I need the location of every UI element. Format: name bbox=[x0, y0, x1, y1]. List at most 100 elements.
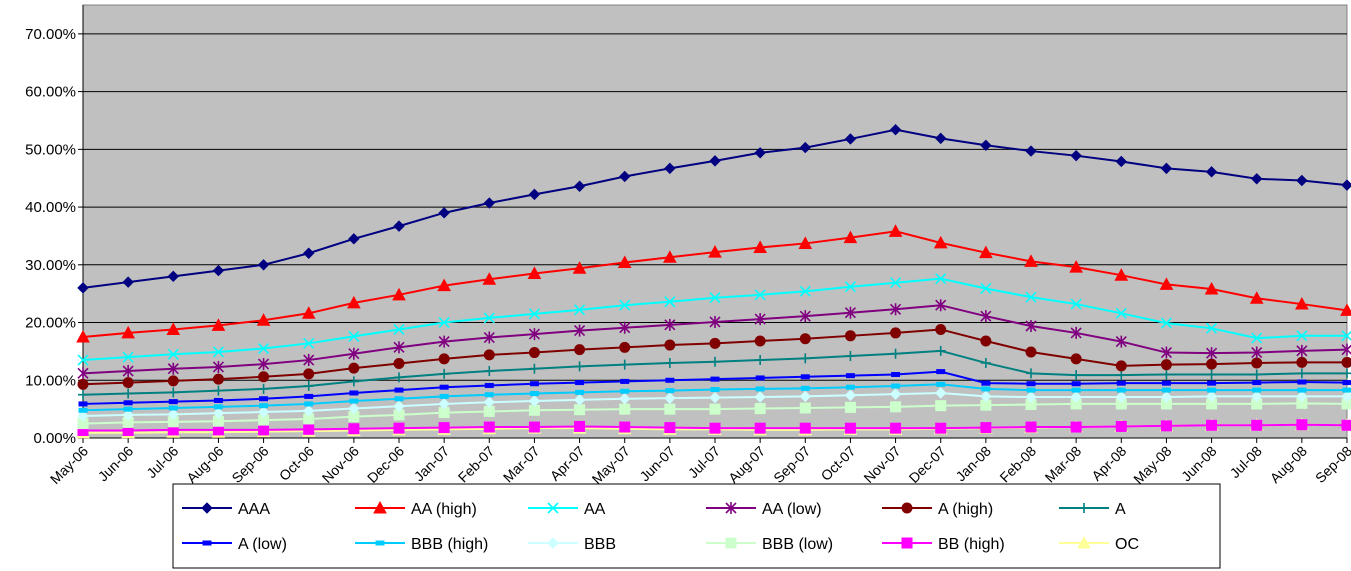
data-point bbox=[1295, 297, 1309, 310]
data-point bbox=[845, 351, 856, 362]
data-point bbox=[348, 423, 360, 435]
data-point bbox=[1342, 387, 1351, 393]
data-point bbox=[845, 373, 855, 379]
data-point bbox=[258, 358, 270, 371]
data-point bbox=[1296, 368, 1307, 379]
data-point bbox=[483, 421, 495, 433]
data-point bbox=[528, 421, 540, 433]
data-point bbox=[1161, 380, 1171, 386]
data-point bbox=[1205, 390, 1218, 403]
data-point bbox=[619, 403, 631, 415]
data-point bbox=[663, 250, 677, 263]
data-point bbox=[844, 281, 856, 293]
data-point bbox=[212, 360, 224, 373]
y-tick-label: 10.00% bbox=[25, 372, 76, 389]
x-tick-label: May-06 bbox=[47, 443, 91, 487]
data-point bbox=[709, 391, 721, 404]
data-point bbox=[304, 401, 314, 407]
data-point bbox=[709, 403, 721, 415]
data-point bbox=[484, 366, 495, 377]
data-point bbox=[1249, 291, 1264, 304]
data-point bbox=[1071, 370, 1082, 381]
data-point bbox=[528, 328, 540, 341]
data-point bbox=[1252, 387, 1262, 393]
x-tick-label: Oct-06 bbox=[276, 443, 317, 484]
legend-marker bbox=[547, 537, 559, 549]
data-point bbox=[979, 245, 993, 259]
data-point bbox=[798, 236, 813, 249]
data-point bbox=[574, 304, 586, 316]
data-point bbox=[619, 321, 631, 334]
data-point bbox=[168, 399, 178, 405]
data-point bbox=[844, 133, 857, 145]
data-point bbox=[258, 371, 270, 383]
data-point bbox=[439, 384, 449, 390]
data-point bbox=[980, 335, 992, 347]
data-point bbox=[303, 381, 314, 392]
legend: AAA AA (high) AA AA (low) A (high) AA (low) BB… bbox=[172, 483, 1221, 569]
data-point bbox=[482, 272, 497, 285]
legend-marker bbox=[901, 537, 913, 549]
data-point bbox=[168, 405, 178, 411]
legend-item: BBB (high) bbox=[355, 536, 488, 553]
data-point bbox=[709, 422, 721, 434]
data-point bbox=[799, 333, 811, 345]
x-tick-label: Apr-07 bbox=[547, 443, 588, 484]
x-tick-label: Dec-07 bbox=[906, 443, 949, 486]
x-tick-label: Nov-06 bbox=[319, 443, 362, 486]
data-point bbox=[1251, 346, 1263, 359]
data-point bbox=[394, 396, 404, 402]
data-point bbox=[259, 396, 269, 402]
data-point bbox=[888, 224, 903, 237]
data-point bbox=[1252, 380, 1262, 386]
data-point bbox=[664, 403, 676, 415]
data-point bbox=[392, 287, 406, 301]
data-point bbox=[1341, 330, 1351, 342]
data-point bbox=[755, 375, 765, 381]
x-axis: May-06 Jun-06 Jul-06 Aug-06 Sep-06 Oct-06 Nov-… bbox=[47, 437, 1351, 487]
x-tick-label: Aug-07 bbox=[725, 443, 768, 486]
data-point bbox=[393, 323, 405, 336]
data-point bbox=[935, 132, 947, 145]
data-point bbox=[1206, 419, 1218, 431]
x-tick-label: Jul-07 bbox=[685, 443, 723, 481]
x-tick-label: May-08 bbox=[1130, 443, 1174, 487]
data-point bbox=[1071, 387, 1081, 393]
data-point bbox=[799, 422, 811, 434]
data-point bbox=[349, 398, 359, 404]
data-point bbox=[1204, 282, 1219, 295]
data-point bbox=[303, 354, 315, 367]
data-point bbox=[799, 310, 811, 323]
data-point bbox=[122, 409, 134, 421]
data-point bbox=[753, 240, 767, 253]
data-point bbox=[1116, 370, 1127, 381]
data-point bbox=[167, 362, 179, 375]
data-point bbox=[844, 401, 856, 413]
legend-marker bbox=[901, 502, 913, 514]
data-point bbox=[572, 261, 587, 274]
data-point bbox=[664, 162, 676, 175]
data-point bbox=[122, 377, 134, 389]
data-point bbox=[754, 391, 766, 403]
data-point bbox=[122, 351, 134, 363]
legend-label: BB (high) bbox=[938, 536, 1005, 553]
data-point bbox=[123, 400, 133, 406]
data-point bbox=[1341, 419, 1351, 431]
legend-marker bbox=[725, 502, 737, 514]
data-point bbox=[78, 407, 88, 413]
data-point bbox=[438, 207, 450, 219]
series-aa-low bbox=[77, 299, 1351, 380]
x-tick-label: Feb-07 bbox=[455, 443, 498, 486]
data-point bbox=[1161, 387, 1171, 393]
data-point bbox=[754, 147, 766, 159]
data-point bbox=[981, 386, 991, 392]
data-point bbox=[212, 264, 225, 277]
data-point bbox=[754, 403, 766, 415]
data-point bbox=[935, 323, 947, 335]
series-a-low bbox=[78, 369, 1351, 407]
data-point bbox=[393, 341, 405, 354]
data-point bbox=[484, 382, 494, 388]
data-point bbox=[1026, 368, 1036, 379]
data-point bbox=[483, 331, 495, 344]
data-point bbox=[528, 188, 541, 201]
